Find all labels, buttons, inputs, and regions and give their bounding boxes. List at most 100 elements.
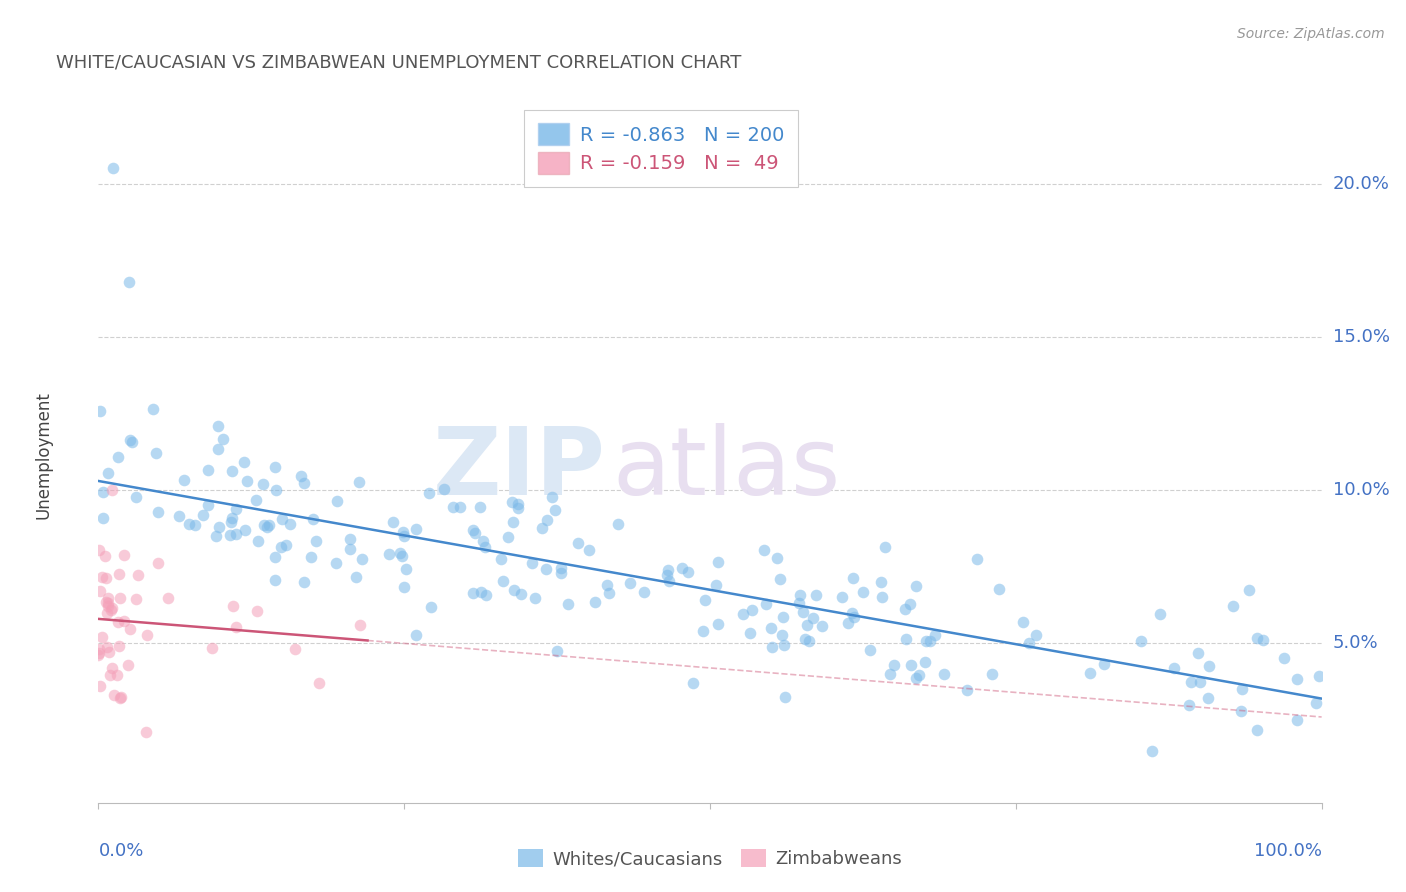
Point — [264, 574, 287, 588]
Point — [692, 624, 714, 638]
Point — [707, 555, 730, 569]
Point — [811, 619, 834, 633]
Point — [96, 606, 118, 620]
Point — [145, 446, 167, 460]
Point — [761, 640, 783, 655]
Text: 100.0%: 100.0% — [1254, 842, 1322, 860]
Point — [299, 550, 322, 565]
Point — [607, 516, 630, 531]
Point — [221, 464, 243, 478]
Point — [97, 466, 120, 480]
Point — [197, 498, 219, 512]
Point — [471, 534, 494, 549]
Point — [256, 520, 278, 534]
Point — [247, 534, 270, 549]
Point — [841, 606, 863, 620]
Point — [461, 586, 484, 600]
Point — [173, 473, 195, 487]
Point — [350, 552, 373, 566]
Text: ZIP: ZIP — [433, 423, 606, 515]
Point — [94, 571, 117, 585]
Point — [105, 667, 128, 681]
Point — [1246, 632, 1268, 646]
Point — [325, 494, 347, 508]
Point — [146, 505, 169, 519]
Point — [1308, 668, 1330, 682]
Point — [389, 546, 412, 560]
Point — [263, 460, 285, 475]
Point — [142, 401, 165, 416]
Point — [557, 597, 579, 611]
Point — [420, 600, 443, 615]
Point — [738, 625, 761, 640]
Point — [292, 475, 315, 490]
Point — [619, 575, 641, 590]
Point — [765, 551, 787, 566]
Point — [339, 532, 361, 546]
Point — [898, 598, 921, 612]
Point — [904, 579, 927, 593]
Point — [799, 633, 821, 648]
Point — [101, 161, 124, 176]
Point — [93, 510, 115, 524]
Point — [842, 610, 865, 624]
Point — [794, 632, 817, 646]
Point — [94, 595, 117, 609]
Point — [101, 661, 124, 675]
Point — [391, 524, 413, 539]
Point — [107, 639, 129, 653]
Point — [100, 667, 122, 681]
Point — [391, 549, 413, 564]
Point — [598, 586, 620, 600]
Point — [405, 628, 427, 642]
Point — [489, 552, 512, 566]
Point — [801, 611, 824, 625]
Point — [222, 599, 245, 613]
Point — [211, 432, 233, 446]
Point — [127, 568, 149, 582]
Point — [541, 491, 564, 505]
Point — [87, 648, 110, 662]
Point — [103, 688, 125, 702]
Point — [124, 592, 146, 607]
Point — [706, 578, 728, 592]
Point — [869, 574, 891, 589]
Point — [108, 691, 131, 706]
Point — [633, 585, 655, 599]
Point — [520, 556, 543, 570]
Point — [146, 557, 169, 571]
Text: 20.0%: 20.0% — [1333, 175, 1389, 193]
Point — [546, 644, 568, 658]
Point — [325, 556, 347, 570]
Point — [464, 526, 486, 541]
Text: Source: ZipAtlas.com: Source: ZipAtlas.com — [1237, 27, 1385, 41]
Point — [90, 570, 112, 584]
Point — [1078, 666, 1101, 681]
Point — [502, 515, 524, 529]
Point — [264, 550, 287, 565]
Point — [475, 588, 498, 602]
Point — [980, 667, 1002, 681]
Point — [894, 602, 917, 616]
Point — [100, 601, 122, 615]
Point — [1142, 744, 1164, 758]
Point — [755, 597, 778, 611]
Point — [769, 572, 792, 586]
Point — [1285, 672, 1308, 686]
Point — [221, 511, 243, 525]
Point — [534, 562, 557, 576]
Point — [101, 483, 124, 498]
Legend: Whites/Caucasians, Zimbabweans: Whites/Caucasians, Zimbabweans — [509, 840, 911, 877]
Text: 10.0%: 10.0% — [1333, 481, 1389, 500]
Point — [550, 561, 572, 575]
Point — [530, 521, 553, 535]
Point — [872, 590, 894, 604]
Text: WHITE/CAUCASIAN VS ZIMBABWEAN UNEMPLOYMENT CORRELATION CHART: WHITE/CAUCASIAN VS ZIMBABWEAN UNEMPLOYME… — [56, 54, 741, 71]
Point — [108, 591, 131, 606]
Point — [671, 561, 693, 575]
Point — [567, 536, 589, 550]
Point — [682, 675, 704, 690]
Point — [271, 512, 294, 526]
Point — [1189, 675, 1212, 690]
Point — [201, 640, 224, 655]
